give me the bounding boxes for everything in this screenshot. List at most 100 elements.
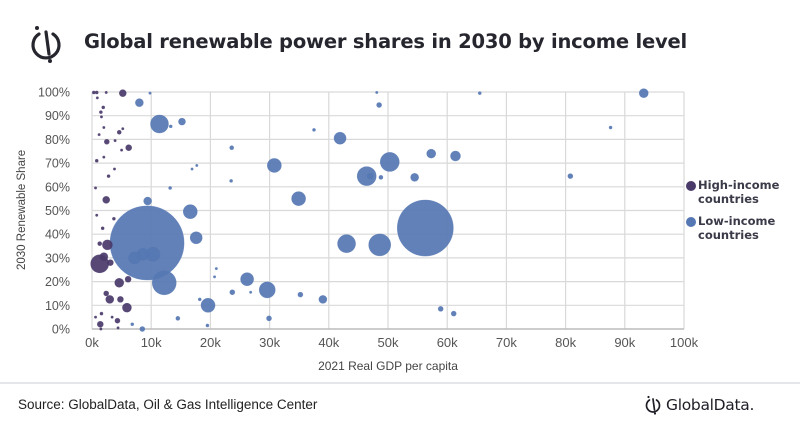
- bubble-point: [178, 117, 186, 126]
- bubble-point: [114, 277, 125, 288]
- bubble-point: [99, 252, 109, 262]
- series-low-income: [109, 88, 649, 332]
- bubble-point: [240, 272, 254, 287]
- bubble-point: [376, 102, 382, 108]
- bubble-point: [139, 326, 146, 332]
- bubble-point: [379, 152, 400, 172]
- bubble-point: [96, 320, 104, 328]
- x-tick-label: 20k: [200, 335, 221, 350]
- brand-name: GlobalData.: [666, 396, 755, 414]
- y-tick-label: 60%: [45, 180, 70, 194]
- bubble-point: [113, 139, 117, 143]
- bubble-point: [318, 295, 328, 304]
- bubble-point: [638, 88, 649, 98]
- bubble-point: [450, 310, 457, 317]
- bubble-point: [200, 297, 216, 313]
- x-tick-label: 80k: [555, 335, 576, 350]
- bubble-point: [109, 205, 185, 281]
- y-tick-label: 0%: [52, 323, 70, 337]
- bubble-point: [477, 91, 482, 95]
- bubble-point: [189, 231, 203, 245]
- bubble-point: [102, 126, 106, 130]
- bubble-point: [103, 290, 110, 297]
- y-axis-label: 2030 Renewable Share: [16, 149, 28, 270]
- bubble-point: [229, 179, 233, 183]
- bubble-point: [94, 186, 98, 190]
- bubble-point: [195, 163, 199, 167]
- bubble-point: [229, 289, 236, 296]
- bubble-point: [410, 173, 419, 182]
- bubble-point: [95, 96, 99, 100]
- bubble-point: [97, 241, 102, 246]
- bubbles: [90, 88, 649, 332]
- y-tick-label: 10%: [45, 299, 70, 313]
- bubble-point: [148, 91, 152, 95]
- bubble-point: [116, 129, 122, 135]
- bubble-point: [100, 226, 105, 231]
- bubble-point: [168, 186, 172, 190]
- bubble-point: [143, 196, 152, 206]
- legend-item-high-income: High-income countries: [686, 178, 796, 206]
- chart-title: Global renewable power shares in 2030 by…: [84, 30, 688, 53]
- bubble-point: [229, 145, 235, 150]
- brand-logo: GlobalData.: [644, 392, 754, 418]
- x-tick-label: 50k: [378, 335, 399, 350]
- bubble-point: [91, 90, 96, 95]
- bubble-point: [450, 150, 461, 162]
- bubble-point: [99, 311, 104, 316]
- x-tick-label: 40k: [318, 335, 339, 350]
- bubble-point: [396, 199, 454, 257]
- grid-lines: [91, 91, 685, 330]
- bubble-point: [266, 315, 272, 322]
- legend: High-income countries Low-income countri…: [686, 178, 796, 250]
- bubble-point: [426, 148, 437, 159]
- bubble-point: [117, 296, 124, 303]
- bubble-point: [122, 302, 132, 313]
- bubble-point: [297, 291, 304, 298]
- x-tick-label: 100k: [670, 335, 699, 350]
- bubble-point: [106, 174, 111, 178]
- header: Global renewable power shares in 2030 by…: [0, 0, 800, 80]
- bubble-point: [99, 115, 103, 119]
- x-tick-label: 60k: [437, 335, 458, 350]
- bubble-point: [104, 138, 110, 145]
- bubble-point: [124, 275, 132, 283]
- bubble-point: [112, 216, 116, 221]
- y-tick-label: 80%: [45, 133, 70, 147]
- bubble-point: [205, 323, 210, 328]
- bubble-point: [368, 233, 392, 257]
- bubble-point: [567, 173, 574, 179]
- bubble-point: [105, 295, 115, 304]
- bubble-point: [182, 204, 198, 219]
- bubble-point: [101, 105, 106, 110]
- bubble-point: [366, 172, 374, 180]
- legend-item-low-income: Low-income countries: [686, 214, 796, 242]
- source-note: Source: GlobalData, Oil & Gas Intelligen…: [18, 397, 318, 412]
- x-tick-label: 10k: [141, 335, 162, 350]
- bubble-point: [102, 155, 106, 159]
- bubble-point: [118, 89, 127, 97]
- bubble-point: [128, 251, 141, 265]
- bubble-point: [312, 128, 316, 132]
- x-tick-label: 90k: [614, 335, 635, 350]
- bubble-point: [151, 270, 177, 296]
- bubble-point: [258, 281, 276, 299]
- bubble-point: [168, 124, 173, 129]
- y-tick-label: 70%: [45, 157, 70, 171]
- bubble-point: [197, 297, 202, 302]
- bubble-point: [213, 275, 217, 279]
- bubble-point: [116, 326, 120, 330]
- bubble-point: [114, 317, 121, 324]
- bubble-point: [375, 90, 379, 94]
- bubble-point: [135, 98, 144, 107]
- legend-label-low-income: Low-income countries: [698, 214, 776, 242]
- bubble-point: [437, 306, 444, 312]
- bubble-point: [102, 239, 113, 251]
- bubble-point: [291, 191, 306, 206]
- y-tick-label: 50%: [45, 204, 70, 218]
- globaldata-brand-icon: [645, 395, 661, 415]
- legend-dot-low-income-icon: [686, 217, 696, 227]
- bubble-point: [356, 166, 377, 186]
- bubble-chart: 0k 10k 20k 30k 40k 50k 60k 70k 80k 90k 100k 0% 10% 2…: [38, 86, 699, 374]
- bubble-point: [267, 158, 282, 173]
